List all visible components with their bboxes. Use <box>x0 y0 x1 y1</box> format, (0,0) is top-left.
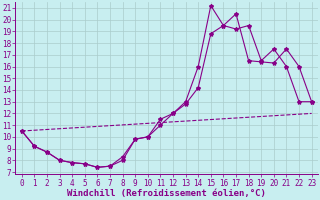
X-axis label: Windchill (Refroidissement éolien,°C): Windchill (Refroidissement éolien,°C) <box>67 189 266 198</box>
